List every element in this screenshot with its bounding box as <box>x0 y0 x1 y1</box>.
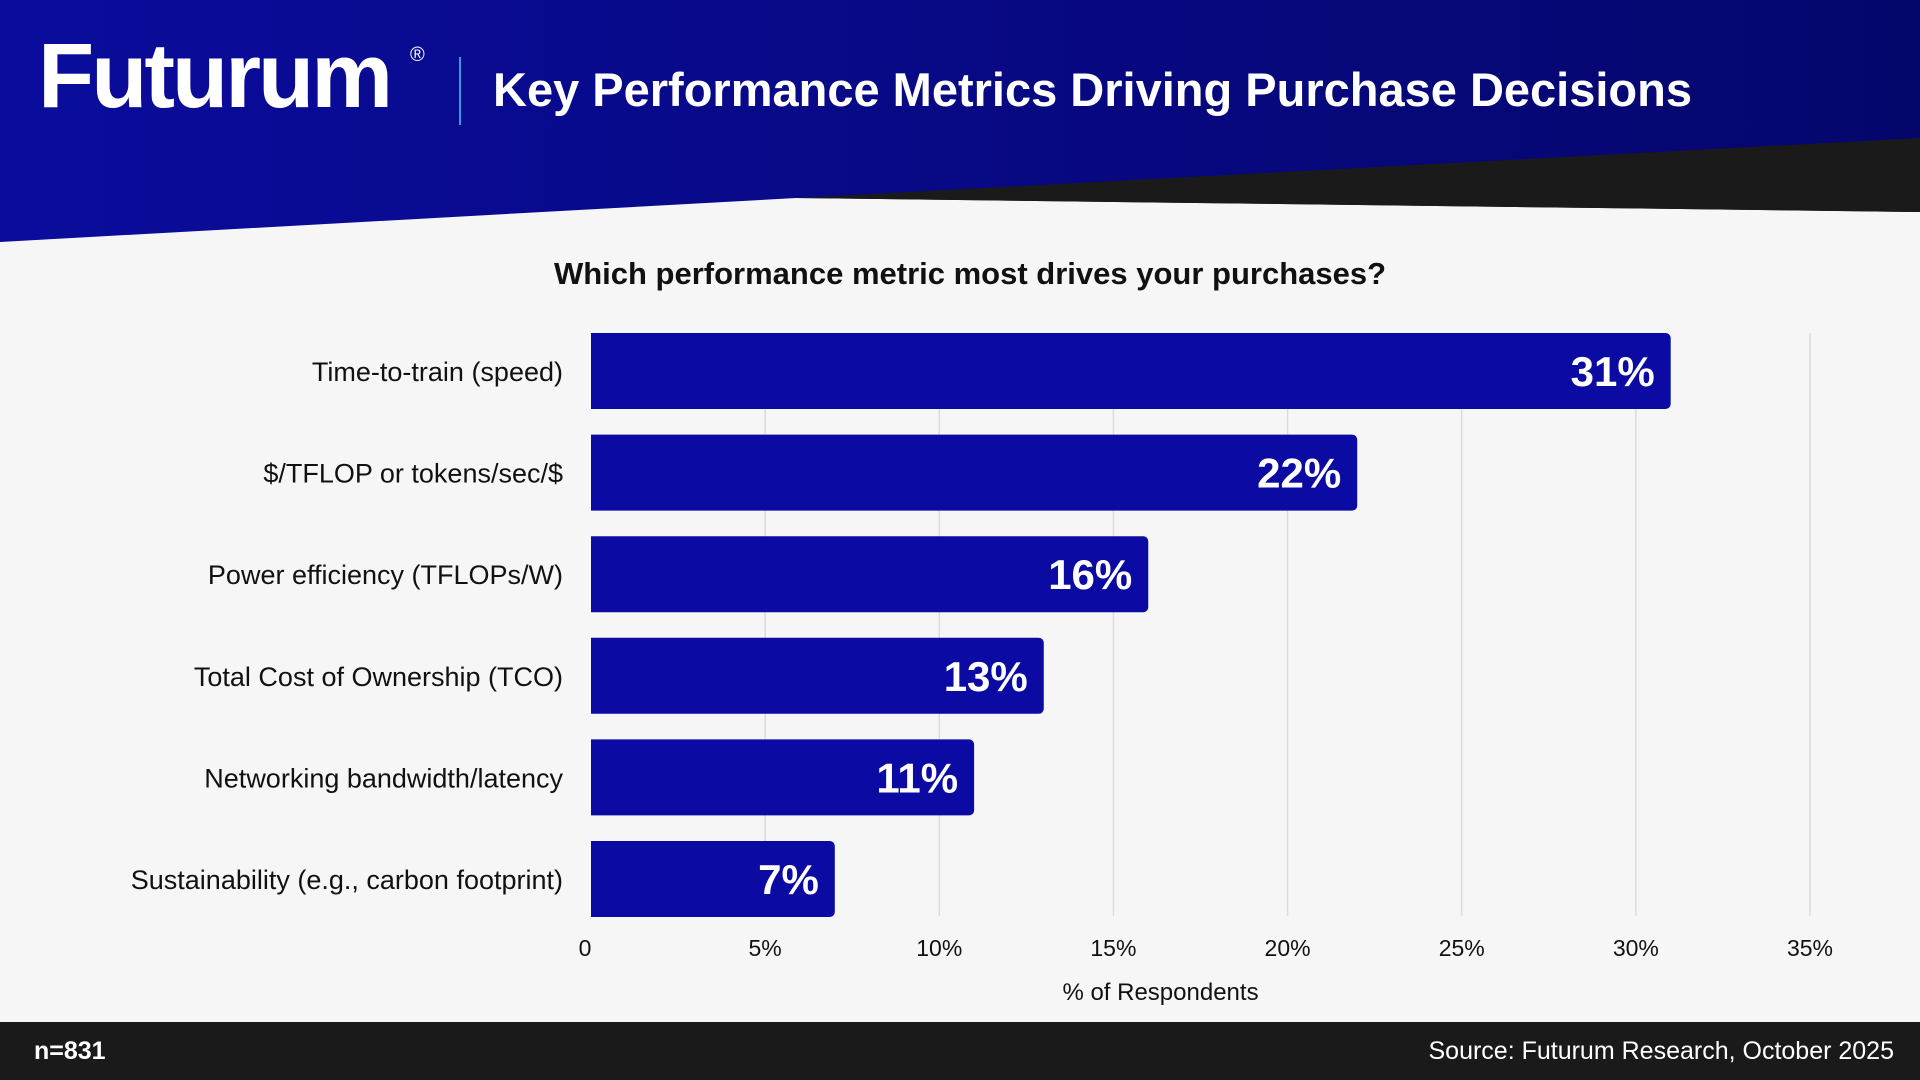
x-tick-label: 35% <box>1787 935 1833 961</box>
header-divider <box>459 57 461 125</box>
bar-value-label: 31% <box>1571 348 1655 395</box>
x-tick-label: 25% <box>1439 935 1485 961</box>
source-note: Source: Futurum Research, October 2025 <box>1428 1037 1894 1065</box>
category-label: Power efficiency (TFLOPs/W) <box>208 560 563 590</box>
bar <box>590 536 1149 613</box>
bar-value-label: 7% <box>758 856 819 903</box>
x-axis-title: % of Respondents <box>1062 979 1258 1006</box>
x-tick-label: 20% <box>1265 935 1311 961</box>
bar-value-label: 22% <box>1257 450 1341 497</box>
category-label: Sustainability (e.g., carbon footprint) <box>131 865 563 895</box>
category-label: Total Cost of Ownership (TCO) <box>194 662 563 692</box>
category-label: $/TFLOP or tokens/sec/$ <box>263 459 563 489</box>
x-tick-label: 15% <box>1090 935 1136 961</box>
x-tick-label: 30% <box>1613 935 1659 961</box>
registered-mark: ® <box>410 44 425 66</box>
footer: n=831 Source: Futurum Research, October … <box>0 1022 1920 1080</box>
x-tick-label: 10% <box>916 935 962 961</box>
bar-value-label: 16% <box>1048 551 1132 598</box>
category-label: Time-to-train (speed) <box>312 357 563 387</box>
bar <box>590 434 1358 511</box>
bar <box>591 637 1044 714</box>
futurum-logo: Futurum <box>38 25 393 127</box>
bar-value-label: 13% <box>944 653 1028 700</box>
category-label: Networking bandwidth/latency <box>204 763 563 793</box>
x-tick-label: 0 <box>579 935 592 961</box>
x-tick-label: 5% <box>749 935 782 961</box>
header-banner <box>0 0 1920 242</box>
bar <box>591 333 1671 409</box>
bar <box>591 739 975 816</box>
chart-title: Which performance metric most drives you… <box>553 256 1387 291</box>
bar-value-label: 11% <box>876 754 958 801</box>
page-title: Key Performance Metrics Driving Purchase… <box>493 63 1692 116</box>
sample-size: n=831 <box>34 1037 106 1065</box>
bar <box>591 841 835 917</box>
